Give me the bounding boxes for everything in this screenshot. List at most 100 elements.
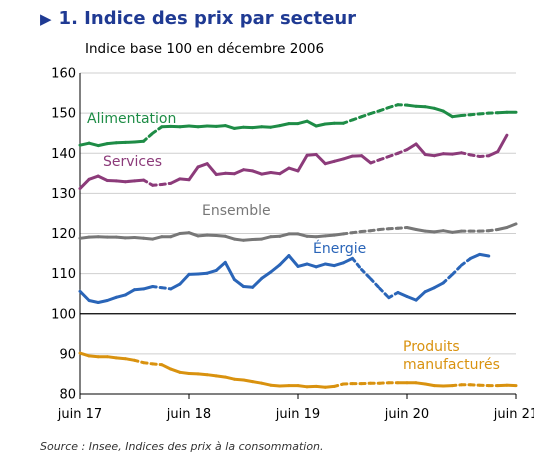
series-segment-2 [341, 231, 354, 236]
series-segment-1 [432, 152, 445, 158]
series-label: Services [103, 154, 162, 170]
series-segment-1 [332, 157, 345, 163]
series-segment-1 [314, 153, 327, 166]
series-segment-2 [396, 226, 409, 230]
x-tick-label: juin 21 [493, 407, 534, 422]
series-segment-1 [178, 177, 191, 182]
y-tick-label: 80 [59, 388, 76, 403]
series-segment-2 [232, 237, 245, 242]
series-segment-0 [278, 122, 291, 128]
chart-title: ▶ 1. Indice des prix par secteur [40, 8, 356, 29]
series-segment-4 [151, 362, 164, 367]
series-segment-0 [460, 113, 473, 117]
series-label-line: manufacturés [403, 357, 500, 373]
series-segment-0 [223, 124, 236, 130]
series-segment-1 [269, 171, 282, 176]
series-segment-3 [178, 272, 191, 286]
series-segment-3 [332, 261, 345, 268]
series-segment-4 [105, 355, 118, 360]
series-segment-2 [369, 228, 382, 233]
series-segment-2 [78, 235, 91, 240]
series-segment-0 [96, 142, 109, 148]
series-segment-2 [423, 229, 436, 234]
series-segment-1 [278, 166, 291, 176]
series-segment-2 [332, 232, 345, 237]
series-segment-2 [223, 234, 236, 241]
series-segment-1 [160, 181, 173, 186]
y-tick-label: 130 [51, 187, 76, 202]
series-segment-3 [87, 299, 100, 304]
series-segment-4 [114, 356, 127, 361]
series-segment-3 [78, 289, 91, 302]
series-segment-1 [133, 178, 146, 183]
series-segment-1 [369, 158, 382, 165]
series-segment-0 [151, 125, 164, 135]
series-segment-1 [87, 174, 100, 181]
series-segment-0 [105, 141, 118, 146]
series-segment-3 [278, 254, 291, 267]
series-segment-1 [323, 159, 336, 166]
series-segment-2 [496, 226, 509, 231]
series-segment-3 [432, 281, 445, 290]
series-segment-1 [296, 153, 309, 173]
series-segment-4 [160, 363, 173, 371]
series-segment-2 [405, 226, 418, 231]
series-segment-1 [232, 168, 245, 176]
y-tick-label: 150 [51, 107, 76, 122]
series-segment-4 [78, 351, 91, 358]
series-segment-2 [450, 229, 463, 234]
series-segment-3 [287, 254, 300, 268]
series-segment-2 [360, 229, 373, 233]
series-segment-1 [405, 142, 418, 152]
series-segment-3 [460, 256, 473, 267]
series-segment-1 [496, 133, 509, 154]
series-segment-3 [251, 276, 264, 289]
series-segment-3 [196, 271, 209, 276]
series-segment-1 [205, 162, 218, 176]
series-segment-3 [223, 260, 236, 282]
series-segment-2 [133, 236, 146, 240]
series-segment-1 [460, 151, 473, 157]
series-segment-1 [242, 168, 255, 173]
series-segment-2 [296, 232, 309, 238]
series-segment-1 [423, 153, 436, 158]
series-segment-4 [269, 383, 282, 388]
series-segment-3 [469, 252, 482, 260]
y-tick-label: 90 [59, 347, 76, 362]
series-segment-3 [305, 262, 318, 269]
series-segment-2 [142, 236, 155, 241]
series-label-line: Produits [403, 339, 460, 355]
series-segment-1 [123, 179, 136, 184]
series-segment-4 [332, 382, 345, 388]
series-segment-0 [369, 109, 382, 115]
series-segment-2 [432, 229, 445, 234]
series-segment-0 [441, 109, 454, 119]
series-segment-3 [314, 262, 327, 269]
series-segment-1 [287, 166, 300, 173]
series-segment-4 [251, 380, 264, 385]
series-segment-3 [351, 256, 364, 272]
series-segment-2 [278, 232, 291, 238]
series-segment-3 [114, 293, 127, 299]
series-label: Alimentation [87, 111, 176, 127]
series-segment-0 [378, 106, 391, 113]
series-segment-1 [450, 151, 463, 156]
series-segment-2 [323, 233, 336, 238]
series-segment-4 [87, 354, 100, 359]
series-segment-1 [187, 165, 200, 182]
series-segment-1 [396, 148, 409, 155]
series-segment-2 [441, 229, 454, 234]
series-segment-1 [360, 154, 373, 165]
series-segment-4 [223, 375, 236, 381]
x-tick-label: juin 18 [166, 407, 211, 422]
series-segment-3 [133, 287, 146, 292]
series-segment-0 [232, 125, 245, 130]
x-tick-label: juin 17 [57, 407, 102, 422]
series-segment-0 [478, 111, 491, 116]
series-segment-2 [187, 231, 200, 238]
series-segment-3 [296, 262, 309, 268]
series-segment-1 [378, 155, 391, 162]
series-segment-2 [169, 232, 182, 239]
series-segment-2 [378, 227, 391, 231]
series-segment-3 [450, 263, 463, 276]
